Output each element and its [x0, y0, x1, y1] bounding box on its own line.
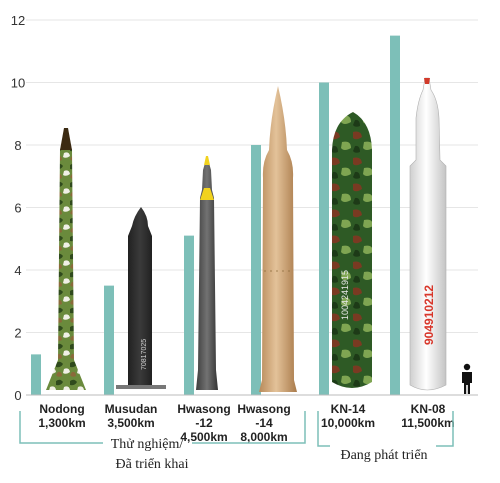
- category-label: 1,300km: [38, 416, 85, 430]
- musudan-marking: 70817025: [141, 339, 148, 370]
- bar: [319, 82, 329, 395]
- category-label: -12: [195, 416, 213, 430]
- group-brackets: [19, 411, 454, 447]
- nodong-missile-icon: [46, 128, 86, 390]
- bar: [390, 35, 400, 395]
- kn-08-marking: 904910212: [422, 285, 436, 345]
- category-label: Musudan: [105, 402, 158, 416]
- y-tick-label: 12: [11, 13, 25, 28]
- y-tick-label: 2: [14, 326, 21, 341]
- tested-deployed-bracket: [19, 411, 306, 444]
- y-axis-ticks: 0 2 4 6 8 10 12: [11, 13, 25, 403]
- bar: [31, 354, 41, 395]
- category-label: Hwasong: [237, 402, 290, 416]
- in-development-bracket: [317, 411, 454, 447]
- y-tick-label: 4: [14, 263, 21, 278]
- category-label: 3,500km: [107, 416, 154, 430]
- hwasong-12-missile-icon: [196, 156, 218, 390]
- musudan-missile-icon: 70817025: [116, 207, 166, 389]
- category-label: -14: [255, 416, 273, 430]
- category-label: Hwasong: [177, 402, 230, 416]
- category-label: 11,500km: [401, 416, 454, 430]
- category-labels: Nodong1,300kmMusudan3,500kmHwasong-124,5…: [38, 402, 454, 444]
- category-label: 10,000km: [321, 416, 375, 430]
- y-tick-label: 6: [14, 201, 21, 216]
- group-tested-label-line2: Đã triển khai: [115, 457, 188, 472]
- kn-14-marking: 1004241915: [340, 270, 350, 320]
- bars: [31, 35, 400, 395]
- category-label: KN-08: [411, 402, 446, 416]
- group-tested-label-line1: Thử nghiệm/: [111, 437, 184, 452]
- human-figure-icon: [462, 363, 472, 394]
- hwasong-14-missile-icon: [259, 86, 297, 392]
- y-tick-label: 0: [14, 388, 21, 403]
- kn-14-missile-icon: 1004241915: [332, 112, 372, 388]
- bar: [104, 285, 114, 395]
- y-tick-label: 10: [11, 76, 25, 91]
- category-label: KN-14: [331, 402, 366, 416]
- category-label: 4,500km: [180, 430, 227, 444]
- kn-08-missile-icon: 904910212: [409, 77, 447, 391]
- category-label: Nodong: [39, 402, 84, 416]
- missile-illustrations: 70817025 1004241915 904910212: [46, 77, 472, 394]
- y-tick-label: 8: [14, 138, 21, 153]
- bar: [184, 235, 194, 395]
- group-development-label: Đang phát triển: [340, 448, 427, 463]
- category-label: 8,000km: [240, 430, 287, 444]
- bar: [251, 145, 261, 395]
